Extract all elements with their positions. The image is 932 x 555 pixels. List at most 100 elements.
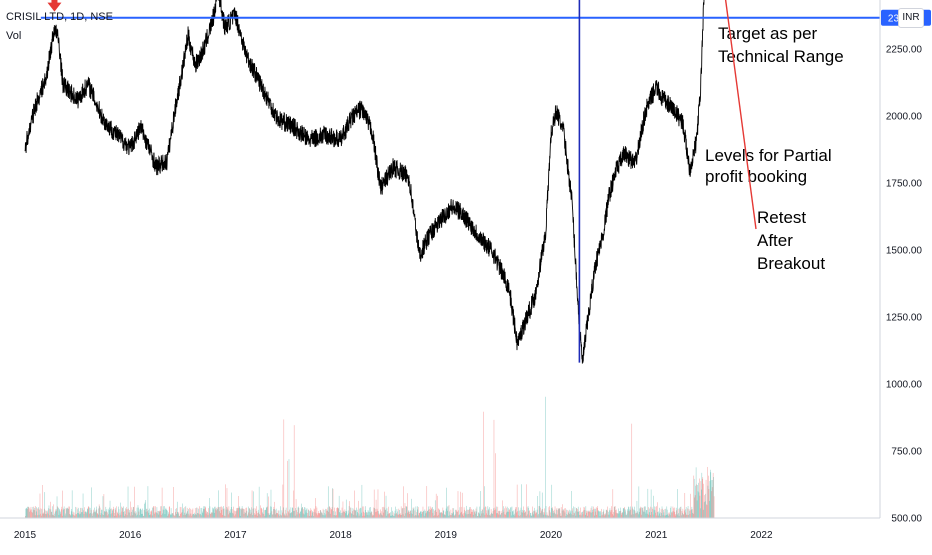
volume-bar xyxy=(316,513,317,518)
volume-bar xyxy=(507,511,508,518)
volume-bar xyxy=(167,510,168,518)
volume-bar xyxy=(510,507,512,518)
volume-bar xyxy=(343,511,345,518)
volume-bar xyxy=(42,513,44,518)
volume-bar xyxy=(112,509,114,518)
volume-bar xyxy=(120,514,122,518)
volume-bar xyxy=(53,504,54,518)
volume-bar xyxy=(311,509,313,518)
volume-bar xyxy=(182,509,184,518)
volume-bar xyxy=(32,506,34,518)
volume-bar xyxy=(52,514,54,518)
volume-bar xyxy=(94,511,96,518)
volume-bar xyxy=(122,507,124,518)
volume-bar xyxy=(309,510,311,518)
volume-bar xyxy=(324,515,326,518)
volume-bar xyxy=(39,493,41,518)
volume-bar xyxy=(64,508,65,518)
volume-bar xyxy=(615,510,616,518)
volume-bar xyxy=(332,488,333,518)
volume-bar xyxy=(127,486,129,518)
volume-bar xyxy=(221,509,223,518)
volume-bar xyxy=(199,506,200,518)
volume-bar xyxy=(703,483,704,518)
volume-bar xyxy=(224,515,226,518)
volume-bar xyxy=(201,507,203,518)
volume-bar xyxy=(433,515,435,518)
volume-bar xyxy=(487,510,489,518)
volume-bar xyxy=(535,513,536,518)
volume-bar xyxy=(187,511,188,518)
volume-bar xyxy=(422,506,424,518)
volume-bar xyxy=(360,507,361,518)
volume-bar xyxy=(400,506,402,518)
volume-bar xyxy=(635,513,636,518)
volume-bar xyxy=(645,506,646,518)
volume-bar xyxy=(700,508,701,518)
volume-bar xyxy=(694,497,695,518)
volume-bar xyxy=(282,512,283,518)
volume-bar xyxy=(154,512,156,518)
volume-bar xyxy=(641,514,642,518)
volume-bar xyxy=(670,506,672,518)
volume-bar xyxy=(591,506,593,518)
volume-bar xyxy=(677,489,678,518)
volume-bar xyxy=(411,498,412,518)
volume-bar xyxy=(470,508,472,518)
volume-bar xyxy=(418,513,420,518)
volume-bar xyxy=(369,512,371,518)
volume-bar xyxy=(144,503,145,518)
volume-bar xyxy=(694,495,696,518)
volume-bar xyxy=(399,513,401,518)
volume-bar xyxy=(586,512,588,518)
volume-bar xyxy=(297,512,298,518)
volume-bar xyxy=(192,508,194,518)
volume-bar xyxy=(486,510,488,518)
volume-bar xyxy=(213,512,215,518)
volume-bar xyxy=(450,509,452,518)
volume-bar xyxy=(701,472,703,518)
volume-bar xyxy=(209,506,211,518)
volume-bar xyxy=(362,515,364,518)
volume-bar xyxy=(432,512,434,518)
volume-bar xyxy=(173,514,175,518)
volume-bar xyxy=(277,510,279,518)
note-target: Target as per xyxy=(718,24,818,43)
volume-bar xyxy=(478,512,480,518)
volume-bar xyxy=(695,485,696,518)
volume-bar xyxy=(201,515,202,518)
volume-bar xyxy=(217,509,218,518)
volume-bar xyxy=(26,509,28,518)
volume-bar xyxy=(273,506,275,518)
volume-bar xyxy=(666,506,668,518)
volume-bar xyxy=(539,506,540,518)
volume-bar xyxy=(619,511,620,518)
volume-bar xyxy=(517,515,519,518)
volume-bar xyxy=(142,516,144,518)
price-line xyxy=(24,0,705,364)
volume-bar xyxy=(531,515,532,518)
currency-badge[interactable]: INR xyxy=(898,8,924,28)
volume-bar xyxy=(589,510,591,518)
volume-bar xyxy=(171,514,172,518)
volume-bar xyxy=(158,510,160,518)
volume-bar xyxy=(609,508,611,518)
volume-bar xyxy=(400,514,402,518)
volume-bar xyxy=(660,515,661,518)
volume-bar xyxy=(577,506,579,518)
volume-bar xyxy=(422,512,423,518)
volume-bar xyxy=(204,506,206,518)
volume-bar xyxy=(363,515,365,518)
volume-bar xyxy=(257,509,259,518)
volume-bar xyxy=(504,508,505,518)
volume-bar xyxy=(374,508,376,518)
volume-bar xyxy=(646,510,647,518)
volume-bar xyxy=(192,514,193,518)
volume-bar xyxy=(452,508,454,518)
volume-bar xyxy=(614,506,615,518)
volume-bar xyxy=(526,507,528,518)
volume-bar xyxy=(693,475,695,518)
volume-bar xyxy=(184,512,185,518)
